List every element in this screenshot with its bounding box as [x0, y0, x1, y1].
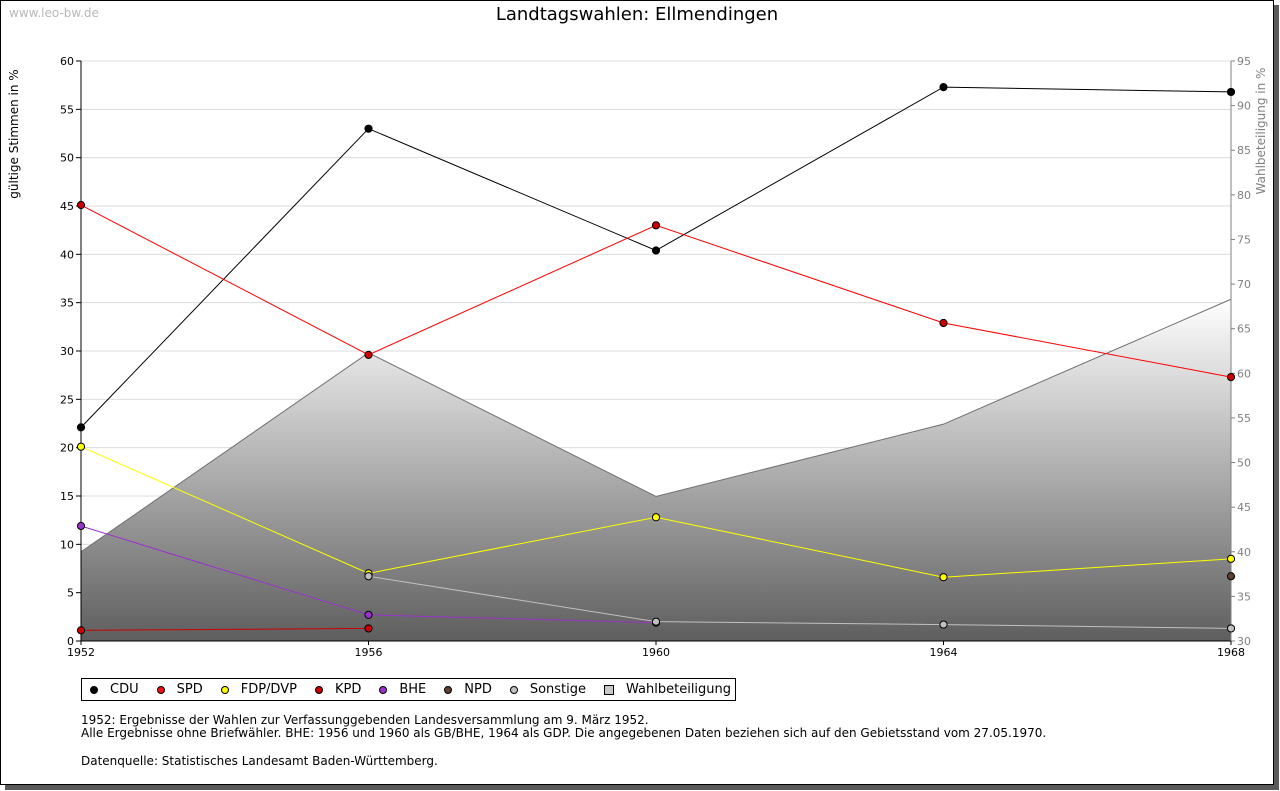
- y-tick-label: 20: [60, 442, 74, 455]
- x-tick-label: 1964: [930, 646, 958, 659]
- legend: CDU SPD FDP/DVP KPD BHE NPD Sonstige Wah…: [81, 678, 737, 701]
- y2-tick-label: 55: [1237, 412, 1251, 425]
- y2-tick-label: 40: [1237, 546, 1251, 559]
- legend-label: SPD: [176, 682, 203, 697]
- point-cdu: [364, 124, 373, 133]
- y2-tick-label: 50: [1237, 457, 1251, 470]
- legend-item-kpd: KPD: [314, 682, 362, 697]
- x-tick-label: 1952: [67, 646, 95, 659]
- y-tick-label: 35: [60, 297, 74, 310]
- y-tick-label: 15: [60, 490, 74, 503]
- y-tick-label: 5: [67, 587, 74, 600]
- legend-item-cdu: CDU: [90, 682, 139, 697]
- legend-item-wahlbeteiligung: Wahlbeteiligung: [604, 682, 731, 697]
- point-cdu: [939, 83, 948, 92]
- legend-marker-icon: [444, 685, 453, 694]
- legend-item-npd: NPD: [444, 682, 492, 697]
- turnout-area: [81, 299, 1231, 641]
- y2-tick-label: 75: [1237, 233, 1251, 246]
- point-fdp-dvp: [651, 513, 661, 522]
- point-spd: [76, 200, 86, 210]
- y-tick-label: 45: [60, 200, 74, 213]
- line-chart: 0 5 10 15 20 25 30 35 40 45 50 55 60 30 35 40 45 50 55 60 65…: [60, 55, 1251, 659]
- point-sonstige: [364, 572, 373, 581]
- point-kpd: [364, 624, 373, 633]
- footnotes: 1952: Ergebnisse der Wahlen zur Verfassu…: [81, 714, 1046, 740]
- point-spd: [1226, 373, 1236, 382]
- point-kpd: [76, 626, 86, 635]
- y-tick-label: 25: [60, 393, 74, 406]
- point-npd: [1226, 572, 1236, 581]
- y2-tick-label: 45: [1237, 501, 1251, 514]
- y-tick-label: 10: [60, 538, 74, 551]
- point-sonstige: [651, 617, 661, 626]
- legend-label: KPD: [334, 682, 362, 697]
- watermark: www.leo-bw.de: [9, 6, 99, 20]
- legend-marker-icon: [220, 685, 229, 694]
- legend-marker-icon: [314, 685, 323, 694]
- point-fdp-dvp: [76, 442, 86, 451]
- y-tick-label: 30: [60, 345, 74, 358]
- turnout-line: [80, 298, 1232, 553]
- point-cdu: [651, 246, 661, 255]
- y2-tick-label: 70: [1237, 278, 1251, 291]
- x-tick-label: 1968: [1217, 646, 1245, 659]
- y-tick-label: 0: [67, 635, 74, 648]
- series-line-sonstige: [368, 575, 1232, 629]
- legend-square-icon: [604, 684, 615, 695]
- point-spd: [364, 350, 373, 359]
- data-source: Datenquelle: Statistisches Landesamt Bad…: [81, 754, 438, 768]
- point-spd: [651, 221, 661, 230]
- y2-tick-label: 35: [1237, 590, 1251, 603]
- turnout-area-layer: [80, 298, 1232, 641]
- legend-label: FDP/DVP: [240, 682, 297, 697]
- point-bhe: [364, 610, 373, 620]
- x-tick-label: 1960: [642, 646, 670, 659]
- footnote-line-1: 1952: Ergebnisse der Wahlen zur Verfassu…: [81, 713, 649, 727]
- legend-item-fdp-dvp: FDP/DVP: [220, 682, 297, 697]
- point-cdu: [76, 423, 86, 432]
- series-markers: [76, 83, 1236, 635]
- chart-title: Landtagswahlen: Ellmendingen: [495, 4, 779, 25]
- legend-marker-icon: [156, 685, 165, 694]
- footnote-line-2: Alle Ergebnisse ohne Briefwähler. BHE: 1…: [81, 726, 1047, 740]
- y-tick-label: 55: [60, 103, 74, 116]
- legend-label: BHE: [399, 682, 427, 697]
- point-cdu: [1226, 87, 1236, 97]
- axes: 0 5 10 15 20 25 30 35 40 45 50 55 60 30 35 40 45 50 55 60 65…: [60, 55, 1251, 659]
- legend-item-sonstige: Sonstige: [509, 682, 587, 697]
- point-fdp-dvp: [1226, 554, 1236, 563]
- legend-label: CDU: [110, 682, 139, 697]
- y2-tick-label: 60: [1237, 367, 1251, 380]
- point-sonstige: [1226, 624, 1236, 633]
- y2-tick-label: 65: [1237, 323, 1251, 336]
- legend-label: Wahlbeteiligung: [626, 682, 732, 697]
- legend-label: NPD: [464, 682, 492, 697]
- y2-tick-label: 30: [1237, 635, 1251, 648]
- legend-marker-icon: [509, 685, 518, 694]
- series-line-kpd: [80, 627, 369, 631]
- y-tick-label: 40: [60, 248, 74, 261]
- x-tick-label: 1956: [355, 646, 383, 659]
- point-sonstige: [939, 620, 948, 629]
- y2-tick-label: 95: [1237, 55, 1251, 68]
- y2-tick-label: 85: [1237, 144, 1251, 157]
- y-tick-label: 60: [60, 55, 74, 68]
- point-spd: [939, 318, 948, 328]
- y2-tick-label: 80: [1237, 189, 1251, 202]
- point-bhe: [76, 521, 86, 531]
- y-tick-label: 50: [60, 152, 74, 165]
- y2-tick-label: 90: [1237, 100, 1251, 113]
- legend-marker-icon: [379, 685, 388, 694]
- legend-item-spd: SPD: [156, 682, 203, 697]
- legend-label: Sonstige: [529, 682, 587, 697]
- legend-item-bhe: BHE: [379, 682, 426, 697]
- point-fdp-dvp: [939, 573, 948, 582]
- legend-marker-icon: [90, 685, 98, 694]
